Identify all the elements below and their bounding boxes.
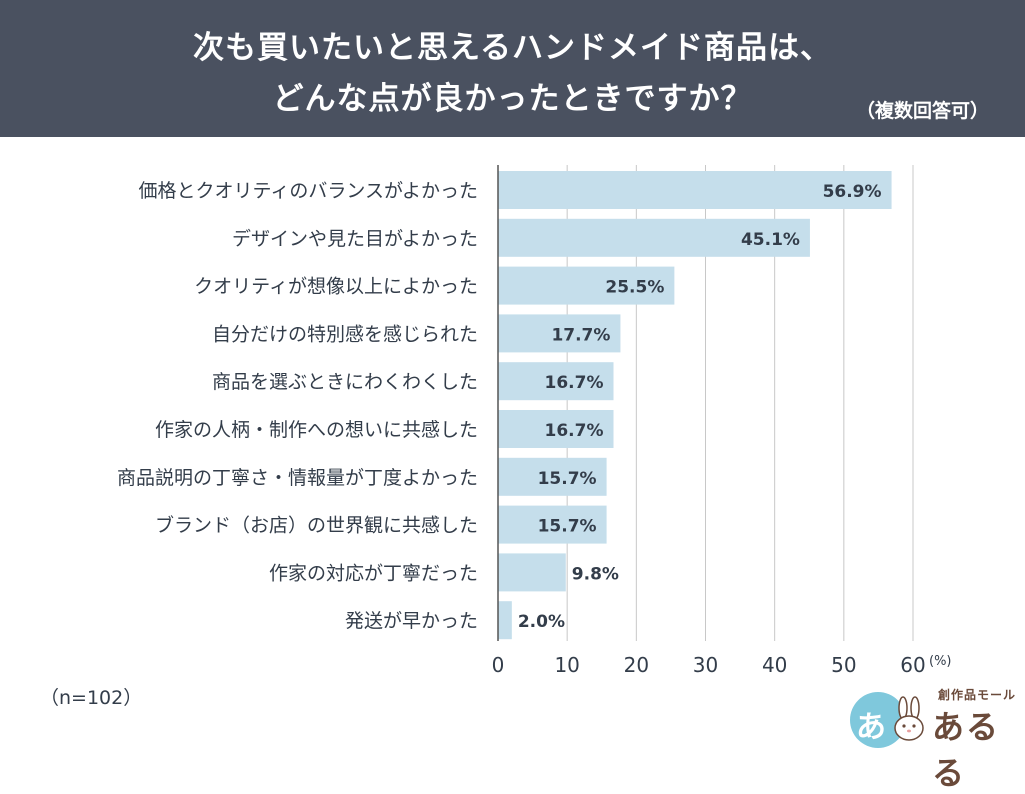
x-unit-label: (%) [929, 654, 952, 669]
value-label-7: 15.7% [538, 469, 597, 489]
value-label-6: 16.7% [545, 421, 604, 441]
x-tick-label-0: 0 [492, 653, 505, 677]
bar-chart: 価格とクオリティのバランスがよかった 56.9% デザインや見た目がよかった 45.1… [117, 165, 952, 677]
category-label-4: 自分だけの特別感を感じられた [212, 323, 478, 345]
value-label-1: 56.9% [823, 182, 882, 202]
header-banner: 次も買いたいと思えるハンドメイド商品は、 どんな点が良かったときですか？ （複数… [0, 0, 1025, 137]
category-label-7: 商品説明の丁寧さ・情報量が丁度よかった [117, 467, 478, 489]
logo-subtitle: 創作品モール [938, 688, 1017, 702]
bar-9 [498, 553, 566, 592]
bar-1 [498, 171, 892, 209]
x-tick-label-60: 60 [900, 653, 925, 677]
bar-6 [498, 410, 614, 448]
bar-5 [498, 362, 614, 401]
x-tick-label-40: 40 [762, 653, 787, 677]
x-tick-label-50: 50 [831, 653, 856, 677]
bar-8 [498, 505, 607, 544]
value-label-9: 9.8% [572, 564, 619, 584]
value-label-5: 16.7% [545, 373, 604, 393]
sample-size-label: （n=102） [40, 687, 143, 709]
category-label-3: クオリティが想像以上によかった [194, 276, 478, 298]
chart-title-line-2: どんな点が良かったときですか？ [272, 81, 753, 117]
value-label-3: 25.5% [605, 278, 664, 298]
logo-badge-letter: あ [856, 710, 886, 745]
category-label-9: 作家の対応が丁寧だった [269, 562, 478, 584]
bar-2 [498, 218, 810, 257]
bar-7 [498, 457, 607, 496]
logo-wordmark: あるる [932, 708, 1001, 792]
bar-4 [498, 314, 621, 353]
rabbit-icon [894, 696, 924, 741]
x-tick-label-20: 20 [624, 653, 649, 677]
value-label-10: 2.0% [518, 612, 565, 632]
x-tick-label-30: 30 [693, 653, 718, 677]
multiple-answer-note: （複数回答可） [855, 100, 989, 122]
category-label-6: 作家の人柄・制作への想いに共感した [155, 419, 478, 441]
value-label-2: 45.1% [741, 230, 800, 250]
category-label-10: 発送が早かった [345, 610, 478, 632]
category-label-5: 商品を選ぶときにわくわくした [212, 371, 478, 393]
logo-badge-circle [850, 692, 906, 748]
bar-3 [498, 266, 675, 305]
brand-logo: あ 創作品モール あるる [850, 684, 1020, 792]
category-label-1: 価格とクオリティのバランスがよかった [138, 180, 478, 202]
chart-title-line-1: 次も買いたいと思えるハンドメイド商品は、 [192, 30, 833, 66]
value-label-4: 17.7% [551, 325, 610, 345]
category-label-2: デザインや見た目がよかった [232, 228, 478, 250]
value-label-8: 15.7% [538, 517, 597, 537]
x-tick-label-10: 10 [554, 653, 579, 677]
category-label-8: ブランド（お店）の世界観に共感した [155, 514, 478, 537]
bar-10 [498, 601, 512, 640]
